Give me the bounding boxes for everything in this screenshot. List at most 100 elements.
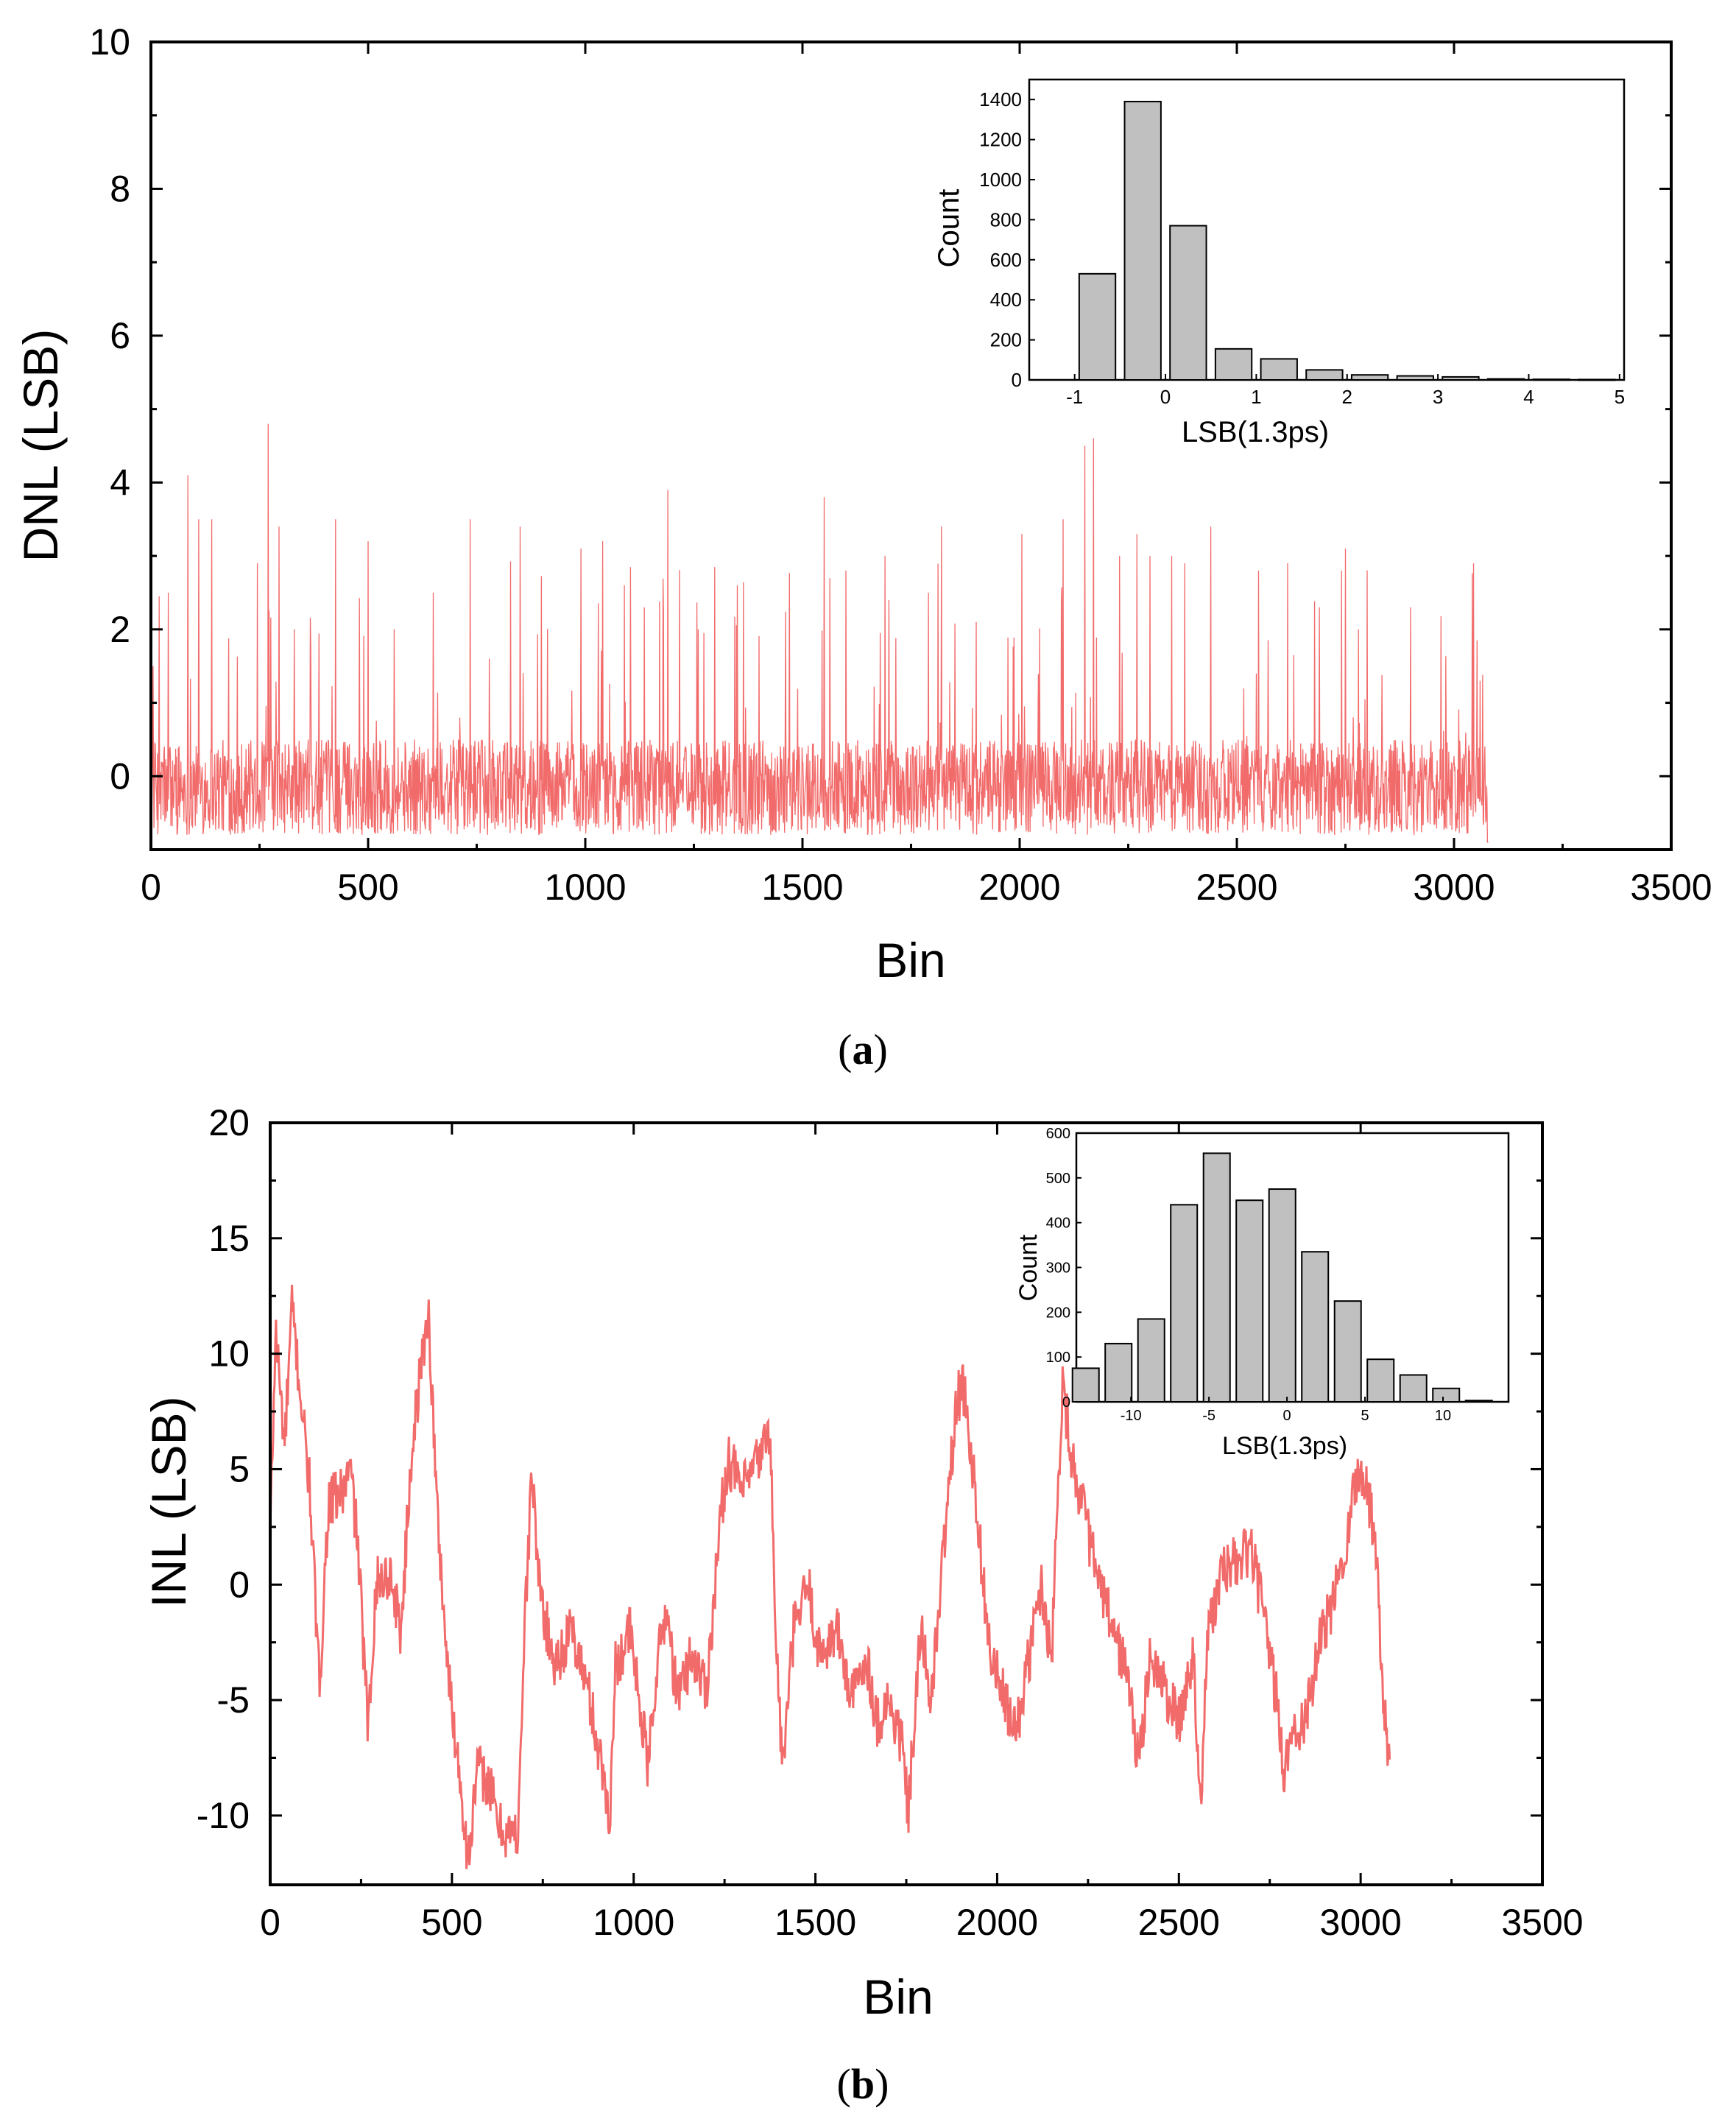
inl-inset-x-tick-label: -10 xyxy=(1121,1408,1142,1424)
inl-inset-y-tick-label: 0 xyxy=(1062,1394,1070,1411)
dnl-y-tick-label: 4 xyxy=(110,462,130,503)
dnl-inset-bar xyxy=(1078,272,1117,381)
dnl-inset-x-tick-label: 2 xyxy=(1342,386,1352,408)
dnl-inset-y-tick-label: 200 xyxy=(990,329,1022,351)
dnl-inset-y-tick-label: 1400 xyxy=(979,88,1022,110)
inl-inset-y-label: Count xyxy=(1015,1234,1042,1301)
dnl-inset-x-tick-label: 5 xyxy=(1615,386,1625,408)
dnl-x-tick-label: 3000 xyxy=(1413,867,1495,908)
inl-x-tick-label: 3000 xyxy=(1320,1902,1402,1943)
dnl-inset-bar xyxy=(1578,378,1616,381)
dnl-inset-x-tick-label: 0 xyxy=(1160,386,1171,408)
dnl-y-tick-label: 0 xyxy=(110,755,130,797)
dnl-inset-x-tick-label: -1 xyxy=(1066,386,1083,408)
dnl-inset-frame xyxy=(1028,78,1626,381)
dnl-y-tick-label: 10 xyxy=(89,21,130,63)
inl-inset-x-tick-label: 0 xyxy=(1283,1408,1291,1424)
dnl-inset-bar xyxy=(1214,348,1253,381)
dnl-inset-y-tick-label: 400 xyxy=(990,289,1022,311)
dnl-x-tick-label: 1000 xyxy=(544,867,626,908)
inl-x-tick-label: 3500 xyxy=(1501,1902,1583,1943)
inl-inset-x-tick-label: 5 xyxy=(1361,1408,1369,1424)
inl-y-tick-label: 0 xyxy=(229,1564,250,1605)
dnl-x-tick-label: 2000 xyxy=(978,867,1060,908)
inl-x-axis-label: Bin xyxy=(863,1969,933,2024)
inl-y-tick-label: 20 xyxy=(208,1102,250,1143)
inl-inset-y-tick-label: 300 xyxy=(1046,1260,1070,1277)
dnl-x-tick-label: 3500 xyxy=(1630,867,1712,908)
dnl-x-tick-label: 1500 xyxy=(761,867,843,908)
dnl-x-axis-label: Bin xyxy=(875,933,945,987)
dnl-inset-bar xyxy=(1532,378,1570,381)
inl-x-tick-label: 2500 xyxy=(1138,1902,1220,1943)
dnl-x-tick-label: 500 xyxy=(337,867,398,908)
inl-inset-y-tick-label: 200 xyxy=(1046,1305,1070,1321)
inl-inset-bar xyxy=(1333,1300,1362,1403)
inl-x-tick-label: 0 xyxy=(260,1902,280,1943)
dnl-inset-bar xyxy=(1350,374,1389,381)
dnl-inset-y-tick-label: 0 xyxy=(1012,369,1022,391)
inl-y-axis-label: INL (LSB) xyxy=(141,1396,196,1607)
dnl-inset-x-tick-label: 3 xyxy=(1433,386,1443,408)
inl-y-tick-label: 5 xyxy=(229,1448,250,1489)
dnl-y-tick-label: 8 xyxy=(110,168,130,209)
inl-inset-bar xyxy=(1464,1400,1493,1403)
inl-inset-bar xyxy=(1301,1251,1330,1403)
dnl-inset-y-tick-label: 800 xyxy=(990,208,1022,230)
dnl-y-axis-label: DNL (LSB) xyxy=(13,329,68,562)
inl-y-tick-label: -5 xyxy=(217,1679,250,1721)
inl-x-tick-label: 1500 xyxy=(775,1902,856,1943)
inl-x-tick-label: 2000 xyxy=(956,1902,1038,1943)
inl-inset-bar xyxy=(1268,1188,1296,1403)
inl-y-tick-label: 15 xyxy=(208,1218,250,1259)
inl-inset-bar xyxy=(1137,1318,1165,1403)
panel-a-caption: (a) xyxy=(838,1026,888,1073)
inl-inset-x-label: LSB(1.3ps) xyxy=(1222,1432,1347,1460)
inl-inset-bar xyxy=(1202,1152,1231,1403)
dnl-inset-x-tick-label: 1 xyxy=(1251,386,1261,408)
dnl-inset-histogram: -1 0 1 2 3 4 5 0 200 400 600 800 1000 1200 1400 LSB(1.… xyxy=(933,78,1626,448)
inl-y-tick-label: -10 xyxy=(197,1795,250,1836)
inl-inset-bar xyxy=(1432,1387,1461,1403)
inl-inset-y-tick-label: 400 xyxy=(1046,1216,1070,1232)
dnl-inset-bar xyxy=(1442,375,1480,381)
inl-inset-bar xyxy=(1366,1358,1395,1403)
dnl-inset-bar xyxy=(1123,100,1162,381)
dnl-inset-bar xyxy=(1169,225,1207,381)
inl-inset-bar xyxy=(1104,1342,1133,1403)
inl-y-tick-label: 10 xyxy=(208,1333,250,1375)
dnl-inset-x-label: LSB(1.3ps) xyxy=(1182,416,1329,448)
panel-b-caption: (b) xyxy=(837,2060,889,2108)
inl-inset-bar xyxy=(1235,1199,1264,1403)
dnl-x-tick-label: 2500 xyxy=(1196,867,1277,908)
dnl-inset-y-tick-label: 1200 xyxy=(979,129,1022,151)
dnl-series-line xyxy=(150,423,1489,843)
inl-inset-bar xyxy=(1170,1204,1199,1403)
dnl-y-tick-label: 6 xyxy=(110,315,130,356)
dnl-inset-bar xyxy=(1396,375,1434,381)
inl-inset-y-tick-label: 100 xyxy=(1046,1350,1070,1366)
dnl-inset-x-tick-label: 4 xyxy=(1523,386,1534,408)
inl-x-tick-label: 500 xyxy=(421,1902,482,1943)
inl-inset-bar xyxy=(1071,1367,1100,1403)
inl-inset-x-tick-label: -5 xyxy=(1202,1408,1215,1424)
inl-axes: 0 500 1000 1500 2000 2500 3000 3500-10-50510152… xyxy=(197,1102,1584,1943)
inl-inset-y-tick-label: 500 xyxy=(1046,1171,1070,1187)
dnl-y-tick-label: 2 xyxy=(110,609,130,650)
dnl-inset-bar xyxy=(1486,378,1525,381)
inl-inset-x-tick-label: 10 xyxy=(1435,1408,1451,1424)
inl-inset-y-tick-label: 600 xyxy=(1046,1126,1070,1142)
dnl-x-tick-label: 0 xyxy=(141,867,161,908)
inl-series-line xyxy=(269,1284,1391,1869)
dnl-inset-y-tick-label: 600 xyxy=(990,249,1022,271)
dnl-inset-y-label: Count xyxy=(933,189,965,268)
dnl-inset-bar xyxy=(1260,358,1298,381)
dnl-inset-y-tick-label: 1000 xyxy=(979,169,1022,191)
inl-x-tick-label: 1000 xyxy=(593,1902,674,1943)
dnl-inset-bar xyxy=(1305,369,1344,381)
inl-inset-bar xyxy=(1399,1374,1428,1403)
